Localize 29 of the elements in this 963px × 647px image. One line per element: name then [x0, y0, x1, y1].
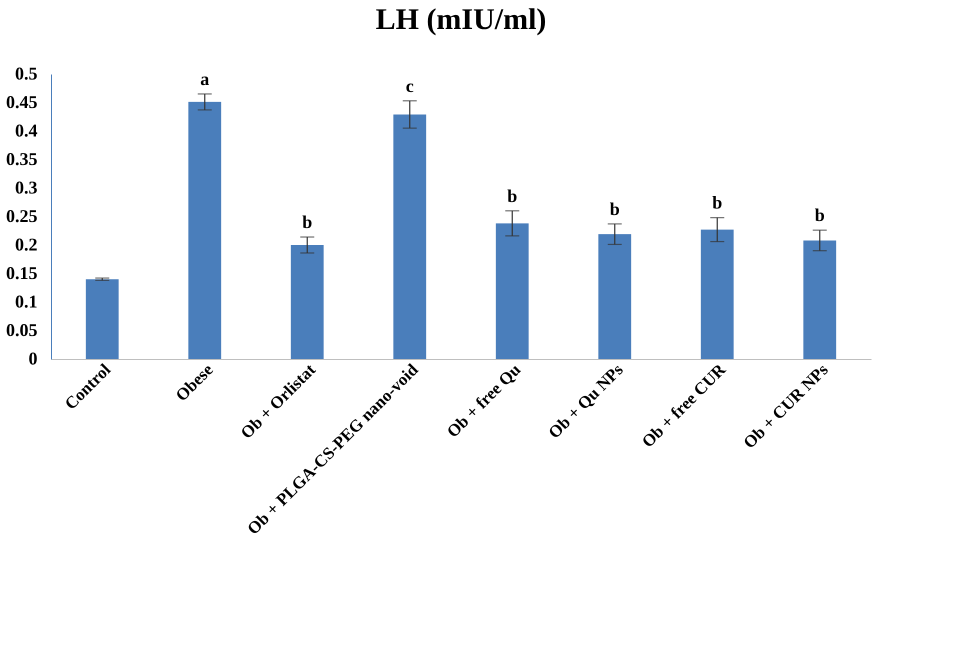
annotation: b: [610, 198, 620, 219]
y-tick-label: 0.35: [6, 149, 38, 169]
annotation: b: [814, 205, 825, 226]
y-tick-label: 0.1: [15, 292, 38, 312]
y-tick-label: 0.2: [15, 234, 38, 254]
bar: [86, 279, 119, 359]
annotation: b: [507, 186, 518, 206]
bar: [393, 114, 426, 359]
y-tick-label: 0.25: [6, 206, 38, 226]
bar: [700, 230, 734, 359]
y-tick-label: 0: [28, 348, 38, 368]
y-tick-label: 0.05: [6, 320, 38, 340]
x-tick-label: Ob + free Qu: [443, 360, 524, 442]
chart-title: LH (mIU/ml): [376, 3, 546, 36]
annotation: b: [712, 192, 722, 213]
bar: [290, 245, 324, 359]
bar: [598, 234, 632, 359]
y-tick-label: 0.45: [6, 92, 38, 112]
y-tick-label: 0.15: [6, 263, 38, 283]
annotation: c: [406, 76, 414, 96]
bar: [188, 102, 222, 359]
y-tick-label: 0.5: [15, 64, 38, 84]
annotation: a: [200, 68, 210, 89]
y-tick-label: 0.3: [15, 178, 38, 198]
bar: [803, 240, 836, 359]
annotation: b: [302, 212, 312, 232]
bar: [496, 223, 529, 359]
y-tick-label: 0.4: [15, 120, 38, 140]
x-tick-label: Ob + Qu NPs: [544, 360, 628, 442]
